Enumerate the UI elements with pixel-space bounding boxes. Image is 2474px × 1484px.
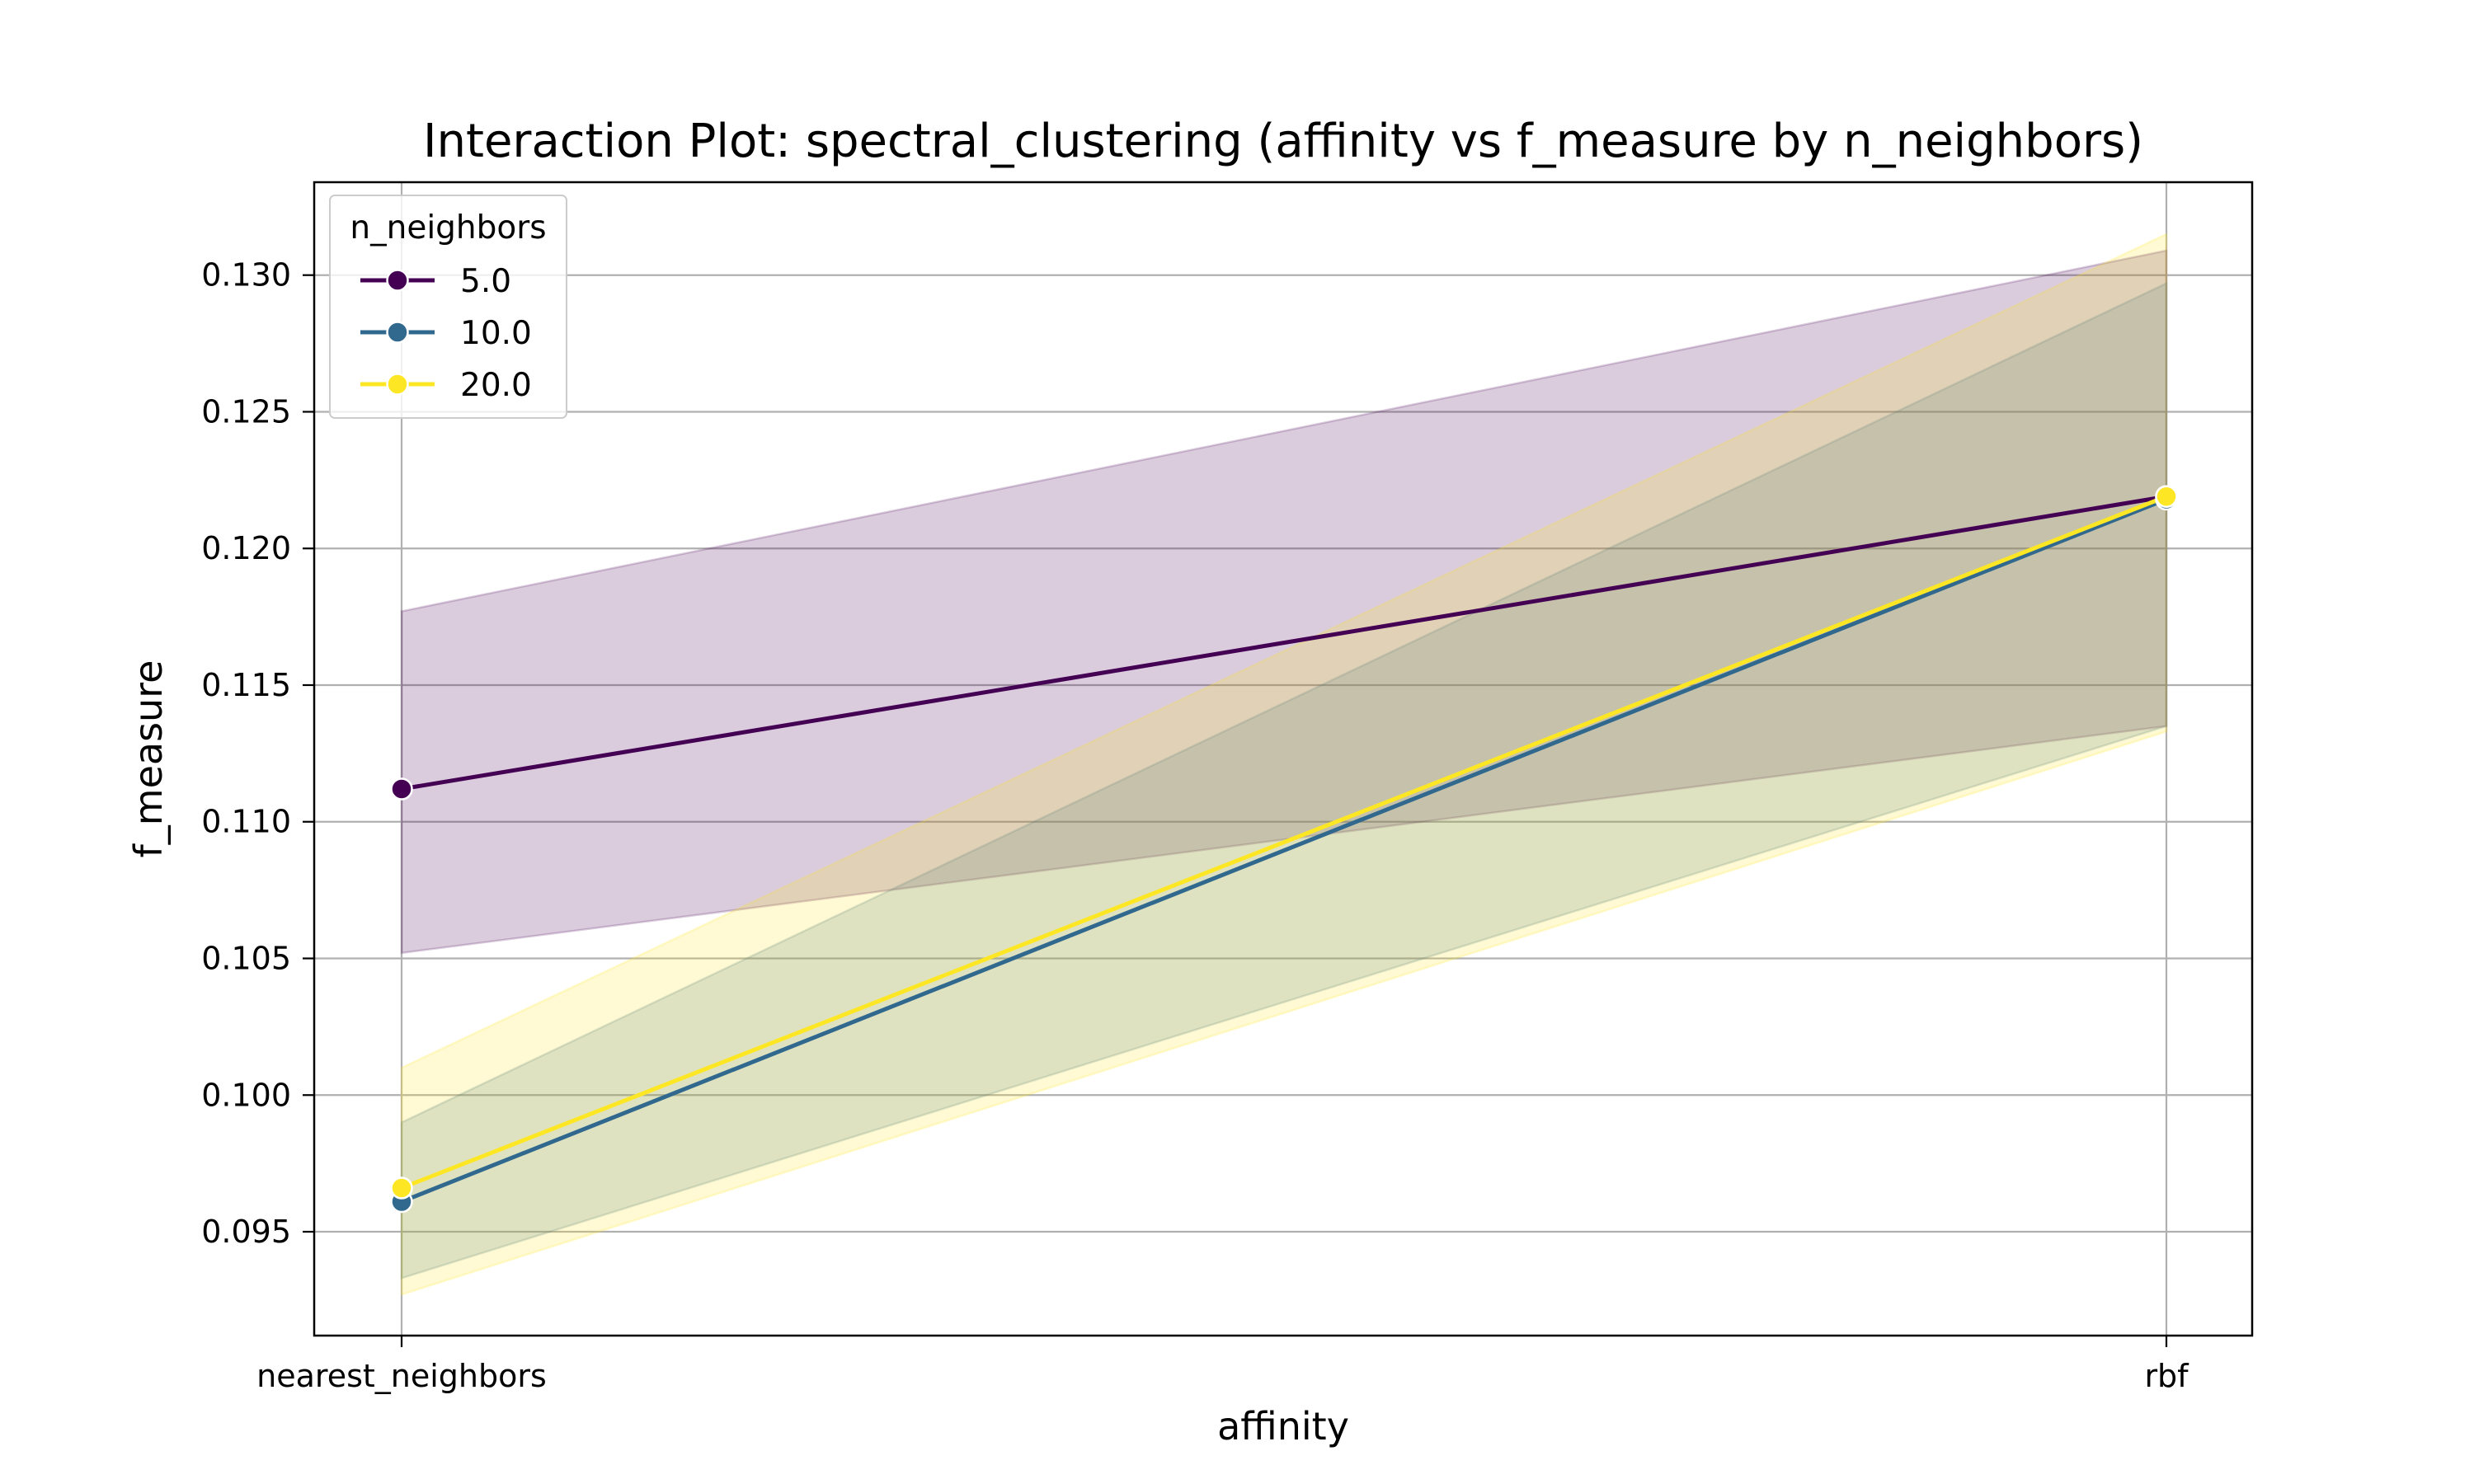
y-axis-label: f_measure <box>126 660 171 858</box>
legend-title: n_neighbors <box>350 209 546 247</box>
series-lines <box>401 494 2167 1204</box>
legend-marker-20.0 <box>386 373 409 396</box>
legend-marker-10.0 <box>386 321 409 344</box>
legend-marker-5.0 <box>386 269 409 292</box>
legend-label-10.0: 10.0 <box>460 315 532 352</box>
x-axis-ticks: nearest_neighbors rbf <box>256 1336 2189 1394</box>
legend-box <box>329 195 567 419</box>
data-point-5.0-nearest_neighbors <box>390 777 413 801</box>
legend: n_neighbors 5.0 10.0 20.0 <box>329 195 567 419</box>
confidence-bands <box>400 232 2168 1296</box>
x-tick-label: rbf <box>2144 1358 2189 1394</box>
confidence-band-5.0 <box>400 249 2168 955</box>
y-tick-label: 0.110 <box>201 804 291 840</box>
chart-title: Interaction Plot: spectral_clustering (a… <box>423 115 2143 168</box>
y-tick-label: 0.130 <box>201 257 291 294</box>
series-line-5.0 <box>401 494 2167 791</box>
series-markers <box>390 485 2178 1214</box>
legend-entries: 5.0 10.0 20.0 <box>360 263 532 404</box>
legend-label-5.0: 5.0 <box>460 263 511 300</box>
confidence-band-10.0 <box>400 281 2168 1280</box>
y-tick-label: 0.095 <box>201 1214 291 1250</box>
y-tick-label: 0.125 <box>201 393 291 430</box>
y-tick-label: 0.105 <box>201 941 291 977</box>
y-axis-ticks: 0.095 0.100 0.105 0.110 0.115 0.120 0.125 0.130 <box>201 257 314 1250</box>
y-tick-label: 0.100 <box>201 1077 291 1113</box>
data-point-20.0-rbf <box>2155 485 2178 508</box>
confidence-band-20.0 <box>400 232 2168 1296</box>
plot-frame <box>313 181 2254 1337</box>
y-tick-label: 0.120 <box>201 530 291 566</box>
x-axis-label: affinity <box>1217 1404 1349 1449</box>
x-tick-label: nearest_neighbors <box>256 1358 547 1394</box>
series-line-10.0 <box>401 497 2167 1204</box>
y-tick-label: 0.115 <box>201 667 291 703</box>
data-point-20.0-nearest_neighbors <box>390 1176 413 1200</box>
series-line-20.0 <box>401 494 2167 1190</box>
legend-label-20.0: 20.0 <box>460 367 532 404</box>
